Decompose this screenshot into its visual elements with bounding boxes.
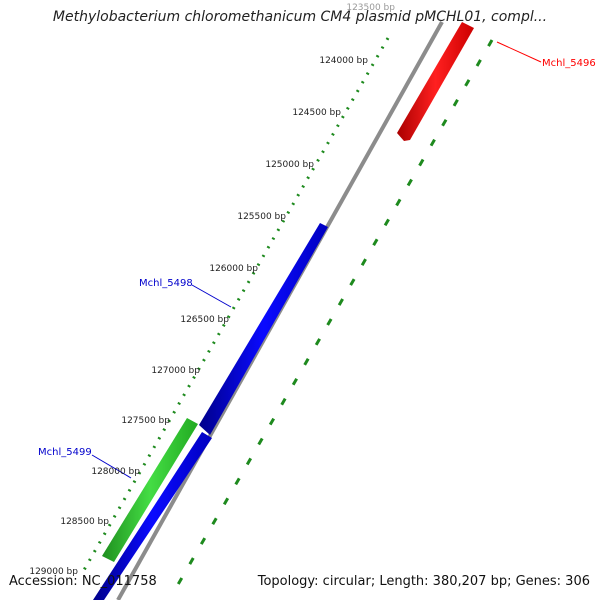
ruler-label: 129000 bp bbox=[29, 567, 78, 577]
label-leader-mchl-5498 bbox=[191, 284, 232, 308]
ruler-label: 127500 bp bbox=[121, 416, 170, 426]
genome-summary-text: Topology: circular; Length: 380,207 bp; … bbox=[257, 574, 590, 589]
gene-mchl-5496[interactable] bbox=[397, 22, 474, 141]
ruler-label: 123500 bp bbox=[346, 3, 395, 13]
gene-mchl-5499[interactable] bbox=[93, 432, 212, 600]
label-leader-mchl-5499 bbox=[91, 454, 132, 479]
ruler-label: 128500 bp bbox=[60, 517, 109, 527]
ruler-label: 124500 bp bbox=[292, 108, 341, 118]
accession-text: Accession: NC_011758 bbox=[9, 574, 157, 589]
map-title: Methylobacterium chloromethanicum CM4 pl… bbox=[52, 9, 548, 25]
outer-tick-track bbox=[174, 39, 494, 589]
label-leader-mchl-5496 bbox=[496, 41, 542, 63]
ruler-label: 126500 bp bbox=[180, 315, 229, 325]
ruler-label: 126000 bp bbox=[209, 264, 258, 274]
ruler-label: 125500 bp bbox=[237, 212, 286, 222]
gene-label-mchl-5499[interactable]: Mchl_5499 bbox=[38, 447, 92, 458]
ruler-label: 125000 bp bbox=[265, 160, 314, 170]
gene-label-mchl-5498[interactable]: Mchl_5498 bbox=[139, 278, 193, 289]
ruler-label: 124000 bp bbox=[319, 56, 368, 66]
ruler-label: 128000 bp bbox=[91, 467, 140, 477]
gene-mchl-5498[interactable] bbox=[199, 223, 328, 435]
ruler-labels: 123500 bp 124000 bp 124500 bp 125000 bp … bbox=[29, 3, 395, 577]
gene-label-mchl-5496[interactable]: Mchl_5496 bbox=[542, 58, 596, 69]
gene-highlight-green[interactable] bbox=[102, 418, 198, 562]
ruler-label: 127000 bp bbox=[151, 366, 200, 376]
ruler-track-dotted bbox=[82, 37, 390, 571]
